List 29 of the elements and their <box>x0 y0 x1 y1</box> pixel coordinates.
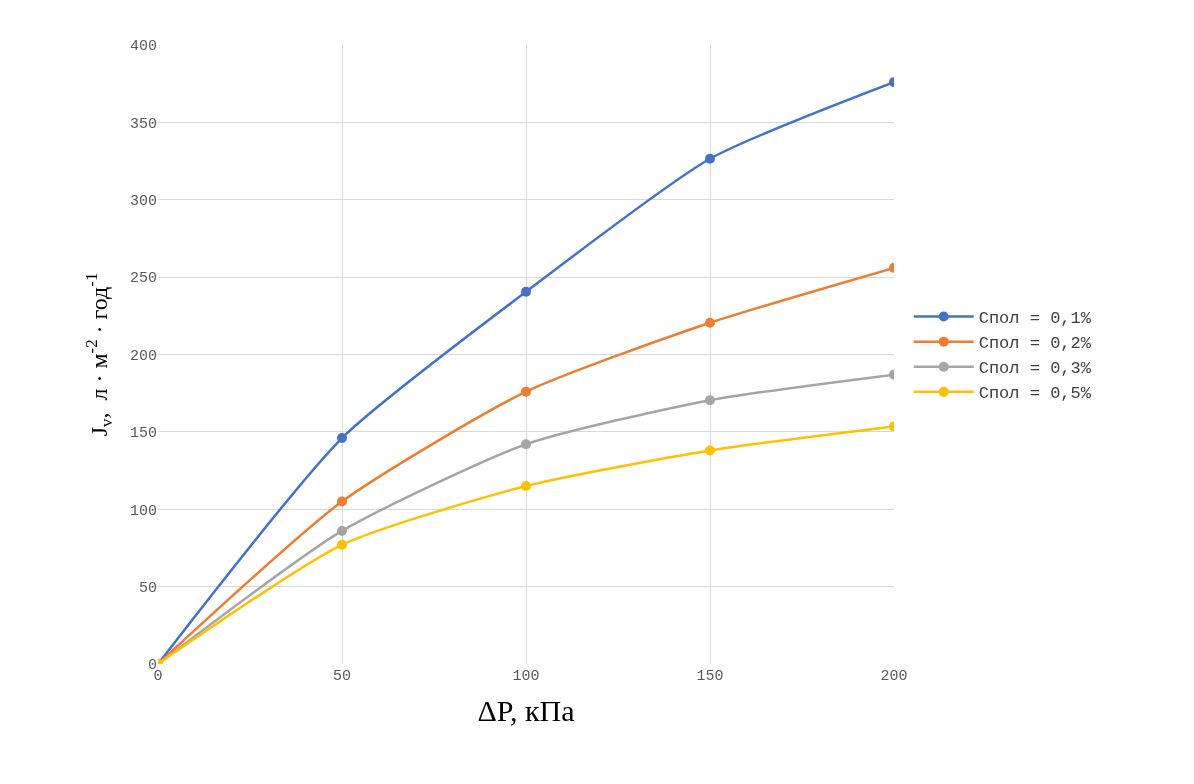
point <box>521 481 531 492</box>
point <box>705 317 715 328</box>
x-tick-label: 200 <box>880 668 908 685</box>
legend-label: Спол = 0,3% <box>978 359 1092 379</box>
x-tick-label: 100 <box>512 668 540 685</box>
y-tick-label: 300 <box>129 193 157 210</box>
x-tick-label: 150 <box>696 668 724 685</box>
point <box>337 496 347 507</box>
point <box>337 525 347 536</box>
y-tick-label: 100 <box>129 502 157 520</box>
y-tick-label: 50 <box>138 579 157 597</box>
x-axis-title: ΔP, кПа <box>477 693 575 727</box>
y-tick-label: 200 <box>129 347 157 365</box>
legend-label: Спол = 0,1% <box>978 309 1092 329</box>
legend-label: Спол = 0,2% <box>978 334 1092 354</box>
point <box>705 445 715 456</box>
point <box>337 433 347 444</box>
x-tick-label: 50 <box>332 668 352 685</box>
point <box>521 286 531 297</box>
y-tick-label: 150 <box>129 425 157 443</box>
point <box>521 386 531 397</box>
y-tick-label: 400 <box>129 38 157 56</box>
point <box>521 439 531 450</box>
point <box>705 395 715 406</box>
y-tick-label: 350 <box>129 115 157 133</box>
y-tick-label: 250 <box>129 270 157 288</box>
point <box>705 153 715 164</box>
legend-label: Спол = 0,5% <box>978 384 1092 404</box>
point <box>337 539 347 550</box>
